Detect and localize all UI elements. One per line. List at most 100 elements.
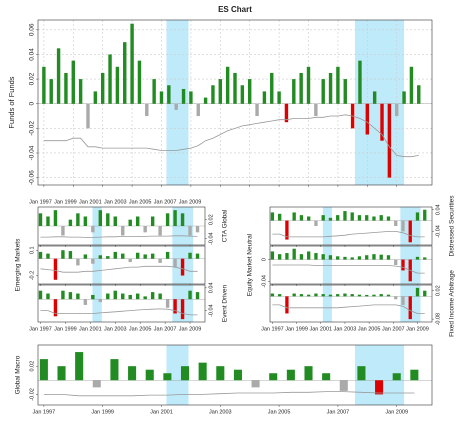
- bar: [150, 292, 155, 300]
- bar: [386, 294, 391, 297]
- bar: [196, 103, 200, 117]
- bar: [408, 220, 412, 243]
- bar: [108, 54, 112, 104]
- bar: [93, 91, 98, 104]
- bar: [322, 373, 331, 381]
- bar: [106, 256, 110, 259]
- bar: [174, 103, 178, 110]
- y-tick-label: 0.1: [29, 246, 35, 254]
- bar: [240, 85, 245, 104]
- bar: [343, 79, 347, 104]
- bar: [225, 66, 230, 104]
- bar: [158, 226, 162, 236]
- bar: [314, 293, 318, 297]
- bar: [350, 294, 354, 297]
- bar: [395, 103, 399, 117]
- y-tick-label: 0.02: [435, 285, 441, 296]
- bar: [314, 103, 318, 117]
- bar: [278, 213, 282, 221]
- y-tick-label: -0.2: [29, 271, 35, 280]
- x-tick-label: Jan 2005: [268, 409, 291, 415]
- bar: [113, 251, 117, 259]
- x-tick-label: Jan 2001: [150, 409, 173, 415]
- bar: [42, 66, 46, 104]
- bar: [106, 213, 110, 226]
- bar: [53, 258, 58, 280]
- bar: [158, 258, 162, 263]
- bar: [339, 380, 348, 391]
- es-line: [272, 304, 425, 314]
- bar: [150, 253, 155, 259]
- bar: [292, 248, 296, 260]
- bar: [188, 226, 192, 236]
- bar: [233, 72, 237, 104]
- bar: [130, 23, 134, 104]
- bar: [173, 299, 177, 314]
- shaded-period: [322, 285, 332, 322]
- bar: [270, 251, 275, 260]
- y-tick-label: 0.02: [29, 361, 35, 372]
- bar: [328, 217, 333, 221]
- bar: [372, 254, 376, 260]
- bar: [128, 219, 132, 226]
- bar: [180, 213, 185, 226]
- bar: [357, 366, 366, 381]
- bar: [78, 79, 83, 104]
- bar: [98, 299, 103, 303]
- bar: [64, 72, 68, 104]
- bar: [365, 294, 369, 297]
- bar: [46, 253, 50, 259]
- x-tick-label: Jan 2001: [79, 199, 102, 205]
- y-tick-label: -0.04: [208, 304, 214, 317]
- x-tick-label: Jan 2003: [209, 409, 232, 415]
- bar: [135, 216, 140, 226]
- bar: [394, 296, 398, 300]
- x-tick-label: Jan 2003: [334, 326, 357, 332]
- bar: [336, 294, 340, 297]
- shaded-period: [322, 246, 332, 284]
- y-tick-label: 0: [29, 102, 36, 106]
- y-axis-label: Emerging Markets: [15, 238, 22, 291]
- bar: [76, 213, 80, 226]
- x-tick-label: Jan 2009: [385, 409, 408, 415]
- bar: [145, 103, 149, 117]
- y-tick-label: -0.02: [29, 121, 36, 136]
- bar: [61, 290, 65, 300]
- bar: [218, 79, 223, 104]
- bar: [173, 210, 177, 226]
- bar: [380, 103, 384, 141]
- bar: [365, 215, 369, 221]
- bar: [328, 294, 333, 297]
- y-axis-label: Global Macro: [15, 355, 22, 394]
- y-tick-label: 0.04: [29, 48, 36, 61]
- x-tick-label: Jan 2001: [309, 326, 332, 332]
- bar: [92, 380, 101, 388]
- x-tick-label: Jan 2007: [327, 409, 350, 415]
- y-tick-label: -0.04: [208, 232, 214, 245]
- bar: [100, 72, 105, 104]
- bar: [415, 212, 420, 221]
- bar: [38, 251, 43, 259]
- bar: [270, 212, 275, 221]
- bar: [165, 251, 170, 259]
- x-tick-label: Jan 2005: [358, 326, 381, 332]
- bar: [408, 296, 412, 320]
- bar: [135, 252, 140, 259]
- bar: [277, 91, 281, 104]
- bar: [314, 220, 318, 226]
- bar: [61, 250, 65, 259]
- bar: [314, 253, 318, 260]
- bar: [195, 292, 200, 300]
- plot-frame: [37, 19, 433, 186]
- bar: [402, 91, 406, 104]
- es-line: [43, 391, 415, 397]
- bar: [321, 79, 325, 104]
- bar: [233, 369, 242, 381]
- bar: [299, 254, 304, 260]
- bar: [83, 254, 88, 259]
- bar: [68, 292, 73, 300]
- y-axis-label: Distressed Securities: [449, 195, 456, 257]
- bar: [121, 253, 125, 259]
- bar: [150, 216, 155, 226]
- y-tick-label: -0.04: [435, 225, 441, 238]
